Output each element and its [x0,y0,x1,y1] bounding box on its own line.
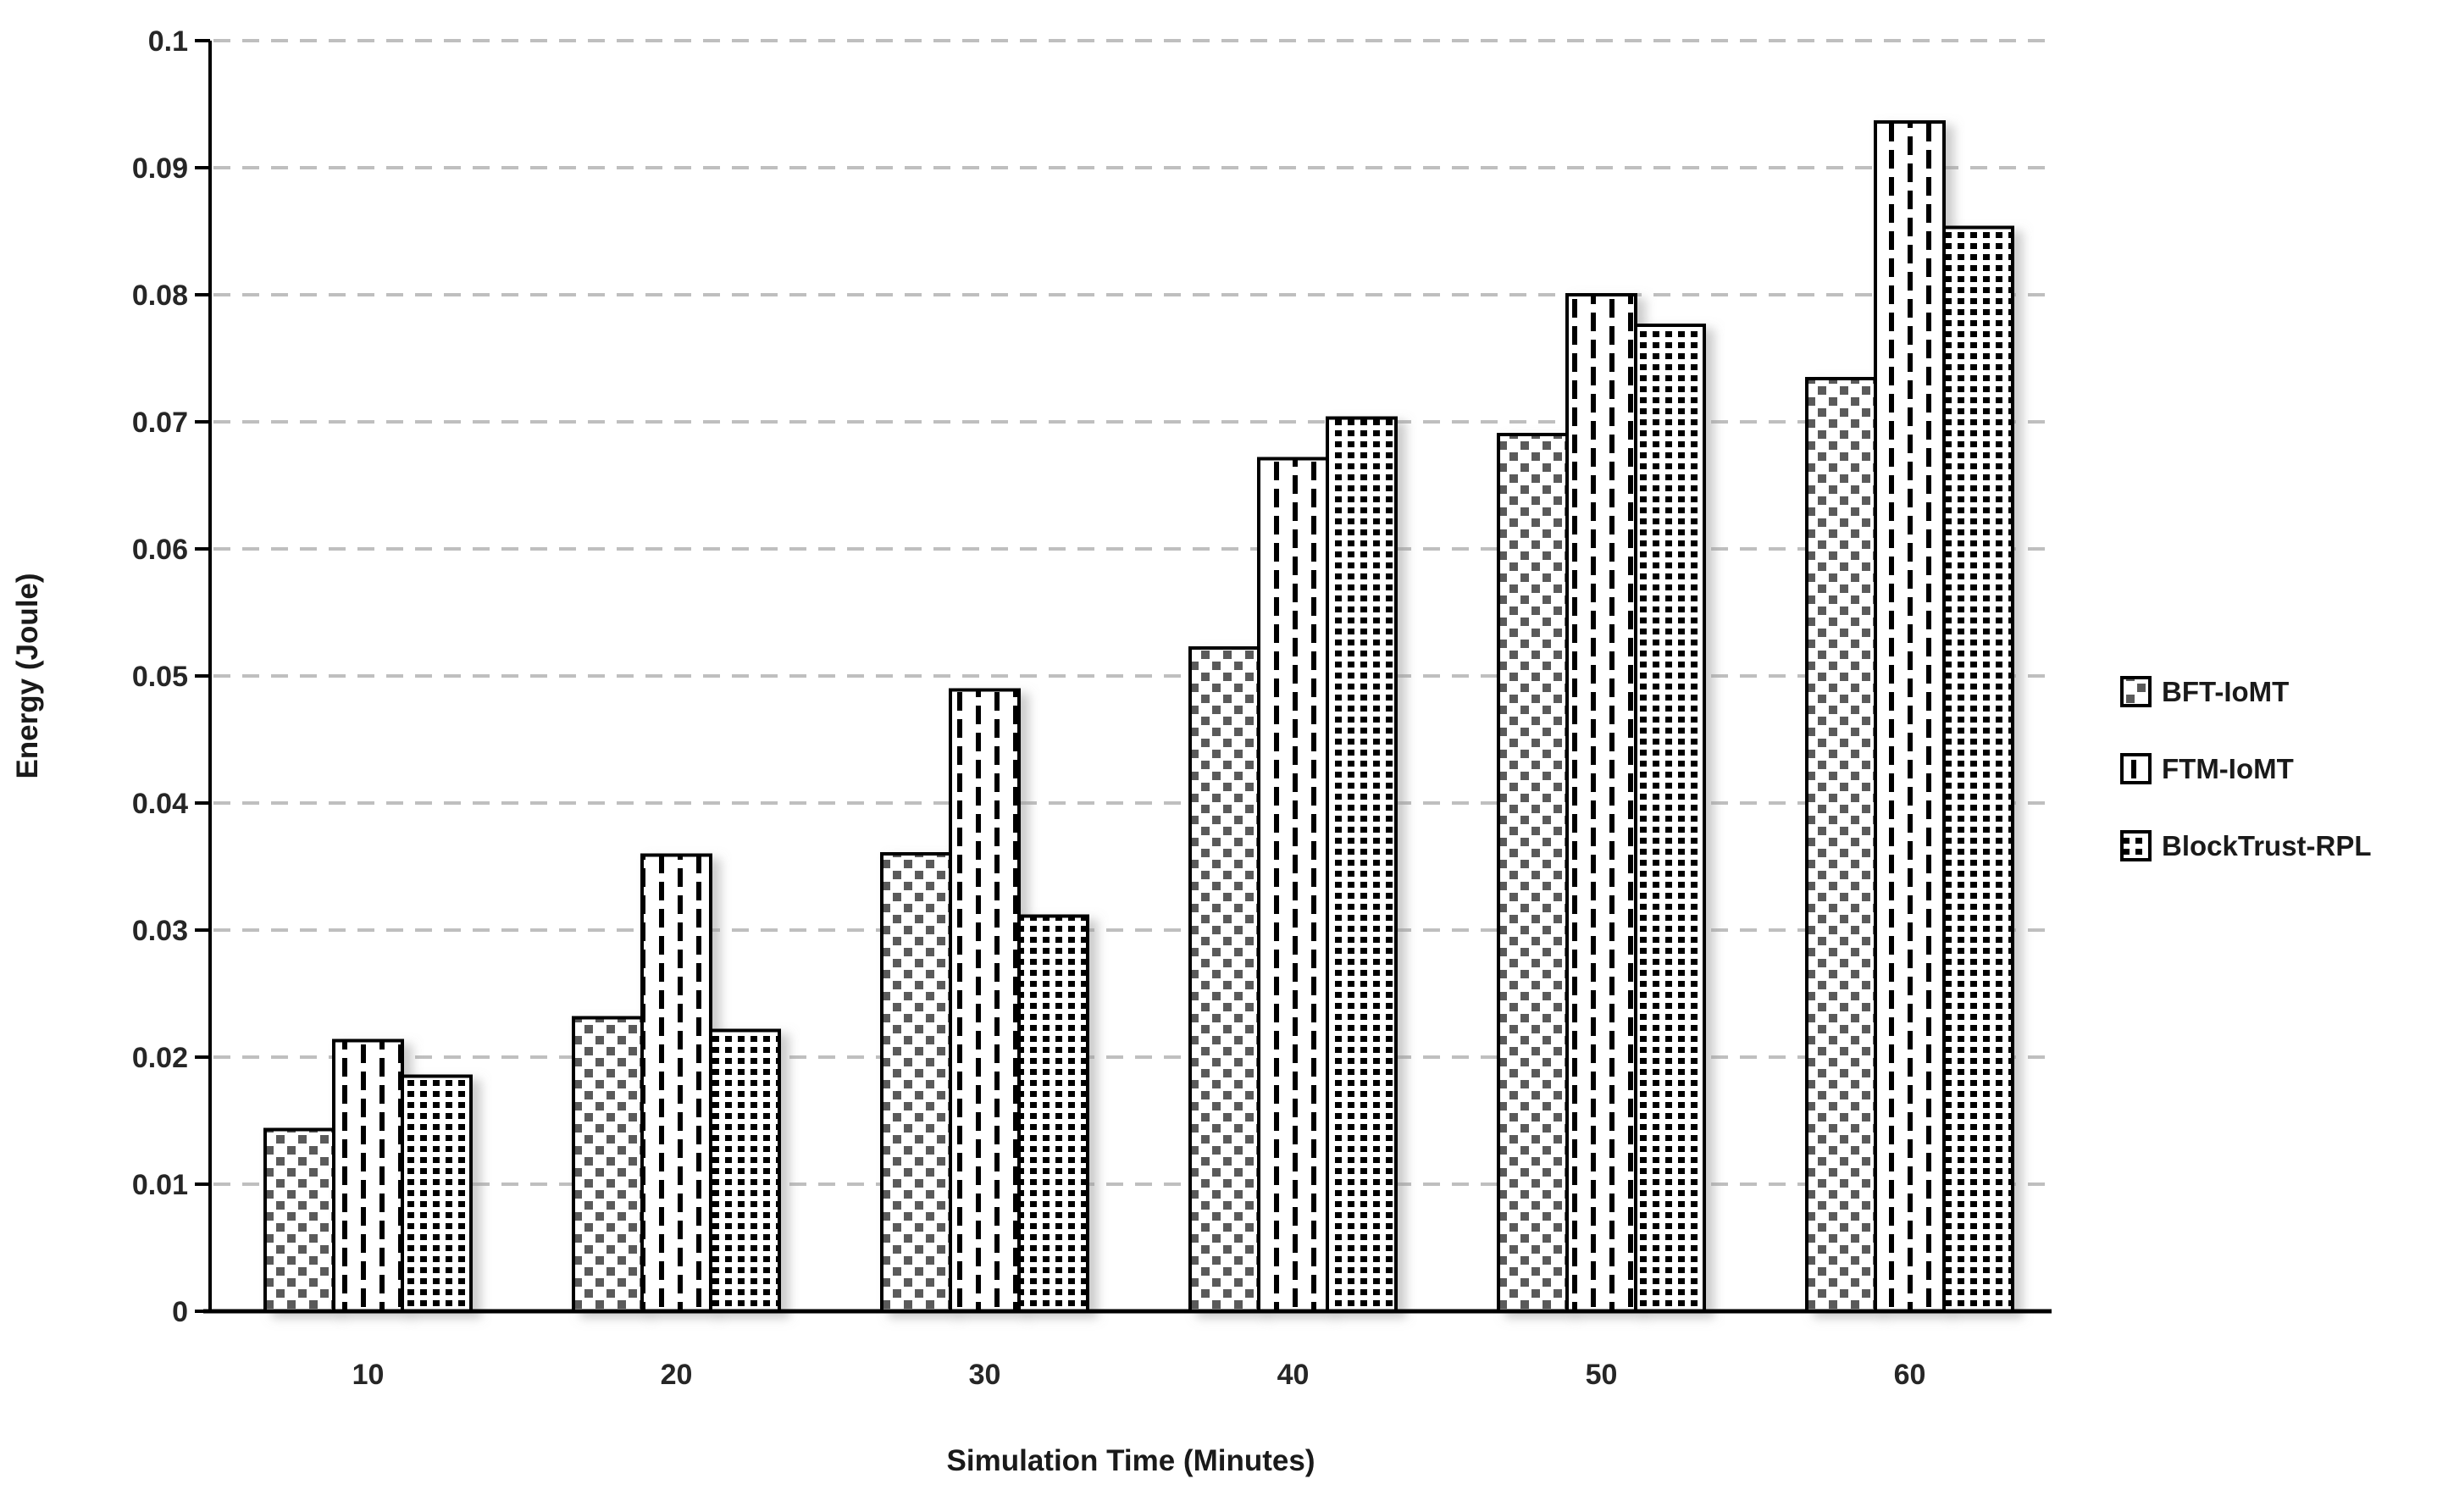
bar-ftm-iomt-10 [332,1038,404,1313]
bar-blocktrust-rpl-30 [1017,914,1089,1313]
bar-series [263,120,2014,1313]
x-tick-label-40: 40 [1277,1359,1310,1391]
bar-bft-iomt-50 [1497,433,1569,1313]
y-tick-label-0.05: 0.05 [132,661,188,693]
y-tick-label-0.01: 0.01 [132,1169,188,1201]
x-tick-label-20: 20 [661,1359,693,1391]
y-tick-label-0.04: 0.04 [132,788,188,820]
legend-label-blocktrust-rpl: BlockTrust-RPL [2162,830,2372,861]
bar-ftm-iomt-20 [640,853,712,1313]
bar-bft-iomt-10 [263,1127,335,1313]
bar-bft-iomt-60 [1805,377,1877,1313]
bar-blocktrust-rpl-40 [1326,416,1398,1313]
y-axis-tick-labels: 0.1 0.09 0.08 0.07 0.06 0.05 0.04 0.03 0.02 0.01 0 [132,25,188,1328]
y-tick-label-0.07: 0.07 [132,407,188,439]
bar-blocktrust-rpl-50 [1634,324,1706,1313]
x-tick-label-30: 30 [969,1359,1001,1391]
bar-blocktrust-rpl-60 [1942,225,2014,1313]
bar-bft-iomt-20 [572,1016,644,1313]
y-tick-label-0.03: 0.03 [132,915,188,947]
x-axis-title: Simulation Time (Minutes) [947,1444,1315,1477]
y-axis-title: Energy (Joule) [11,573,44,778]
bar-ftm-iomt-30 [949,688,1021,1313]
y-tick-label-0.09: 0.09 [132,152,188,185]
legend-marker-ftm-iomt-icon [2120,753,2152,784]
gridlines [213,39,2052,1186]
legend-marker-blocktrust-rpl-icon [2120,830,2152,861]
x-tick-label-10: 10 [352,1359,385,1391]
bar-ftm-iomt-50 [1565,293,1637,1313]
bar-ftm-iomt-60 [1874,120,1946,1313]
legend-label-bft-iomt: BFT-IoMT [2162,676,2289,707]
legend-marker-bft-iomt-icon [2120,676,2152,707]
x-tick-label-50: 50 [1586,1359,1618,1391]
bar-bft-iomt-40 [1188,646,1260,1313]
y-tick-label-0: 0 [172,1296,188,1328]
y-tick-label-0.08: 0.08 [132,280,188,312]
axes [195,39,2052,1314]
bar-blocktrust-rpl-20 [709,1028,781,1313]
legend: BFT-IoMT FTM-IoMT BlockTrust-RPL [2120,676,2372,861]
y-tick-label-0.06: 0.06 [132,534,188,566]
y-tick-label-0.02: 0.02 [132,1042,188,1074]
x-tick-label-60: 60 [1894,1359,1926,1391]
bar-bft-iomt-30 [880,852,952,1313]
bar-ftm-iomt-40 [1257,457,1329,1313]
x-axis-tick-labels: 10 20 30 40 50 60 [352,1359,1926,1391]
y-tick-label-0.1: 0.1 [148,25,188,58]
bar-blocktrust-rpl-10 [401,1074,473,1313]
legend-label-ftm-iomt: FTM-IoMT [2162,753,2294,784]
